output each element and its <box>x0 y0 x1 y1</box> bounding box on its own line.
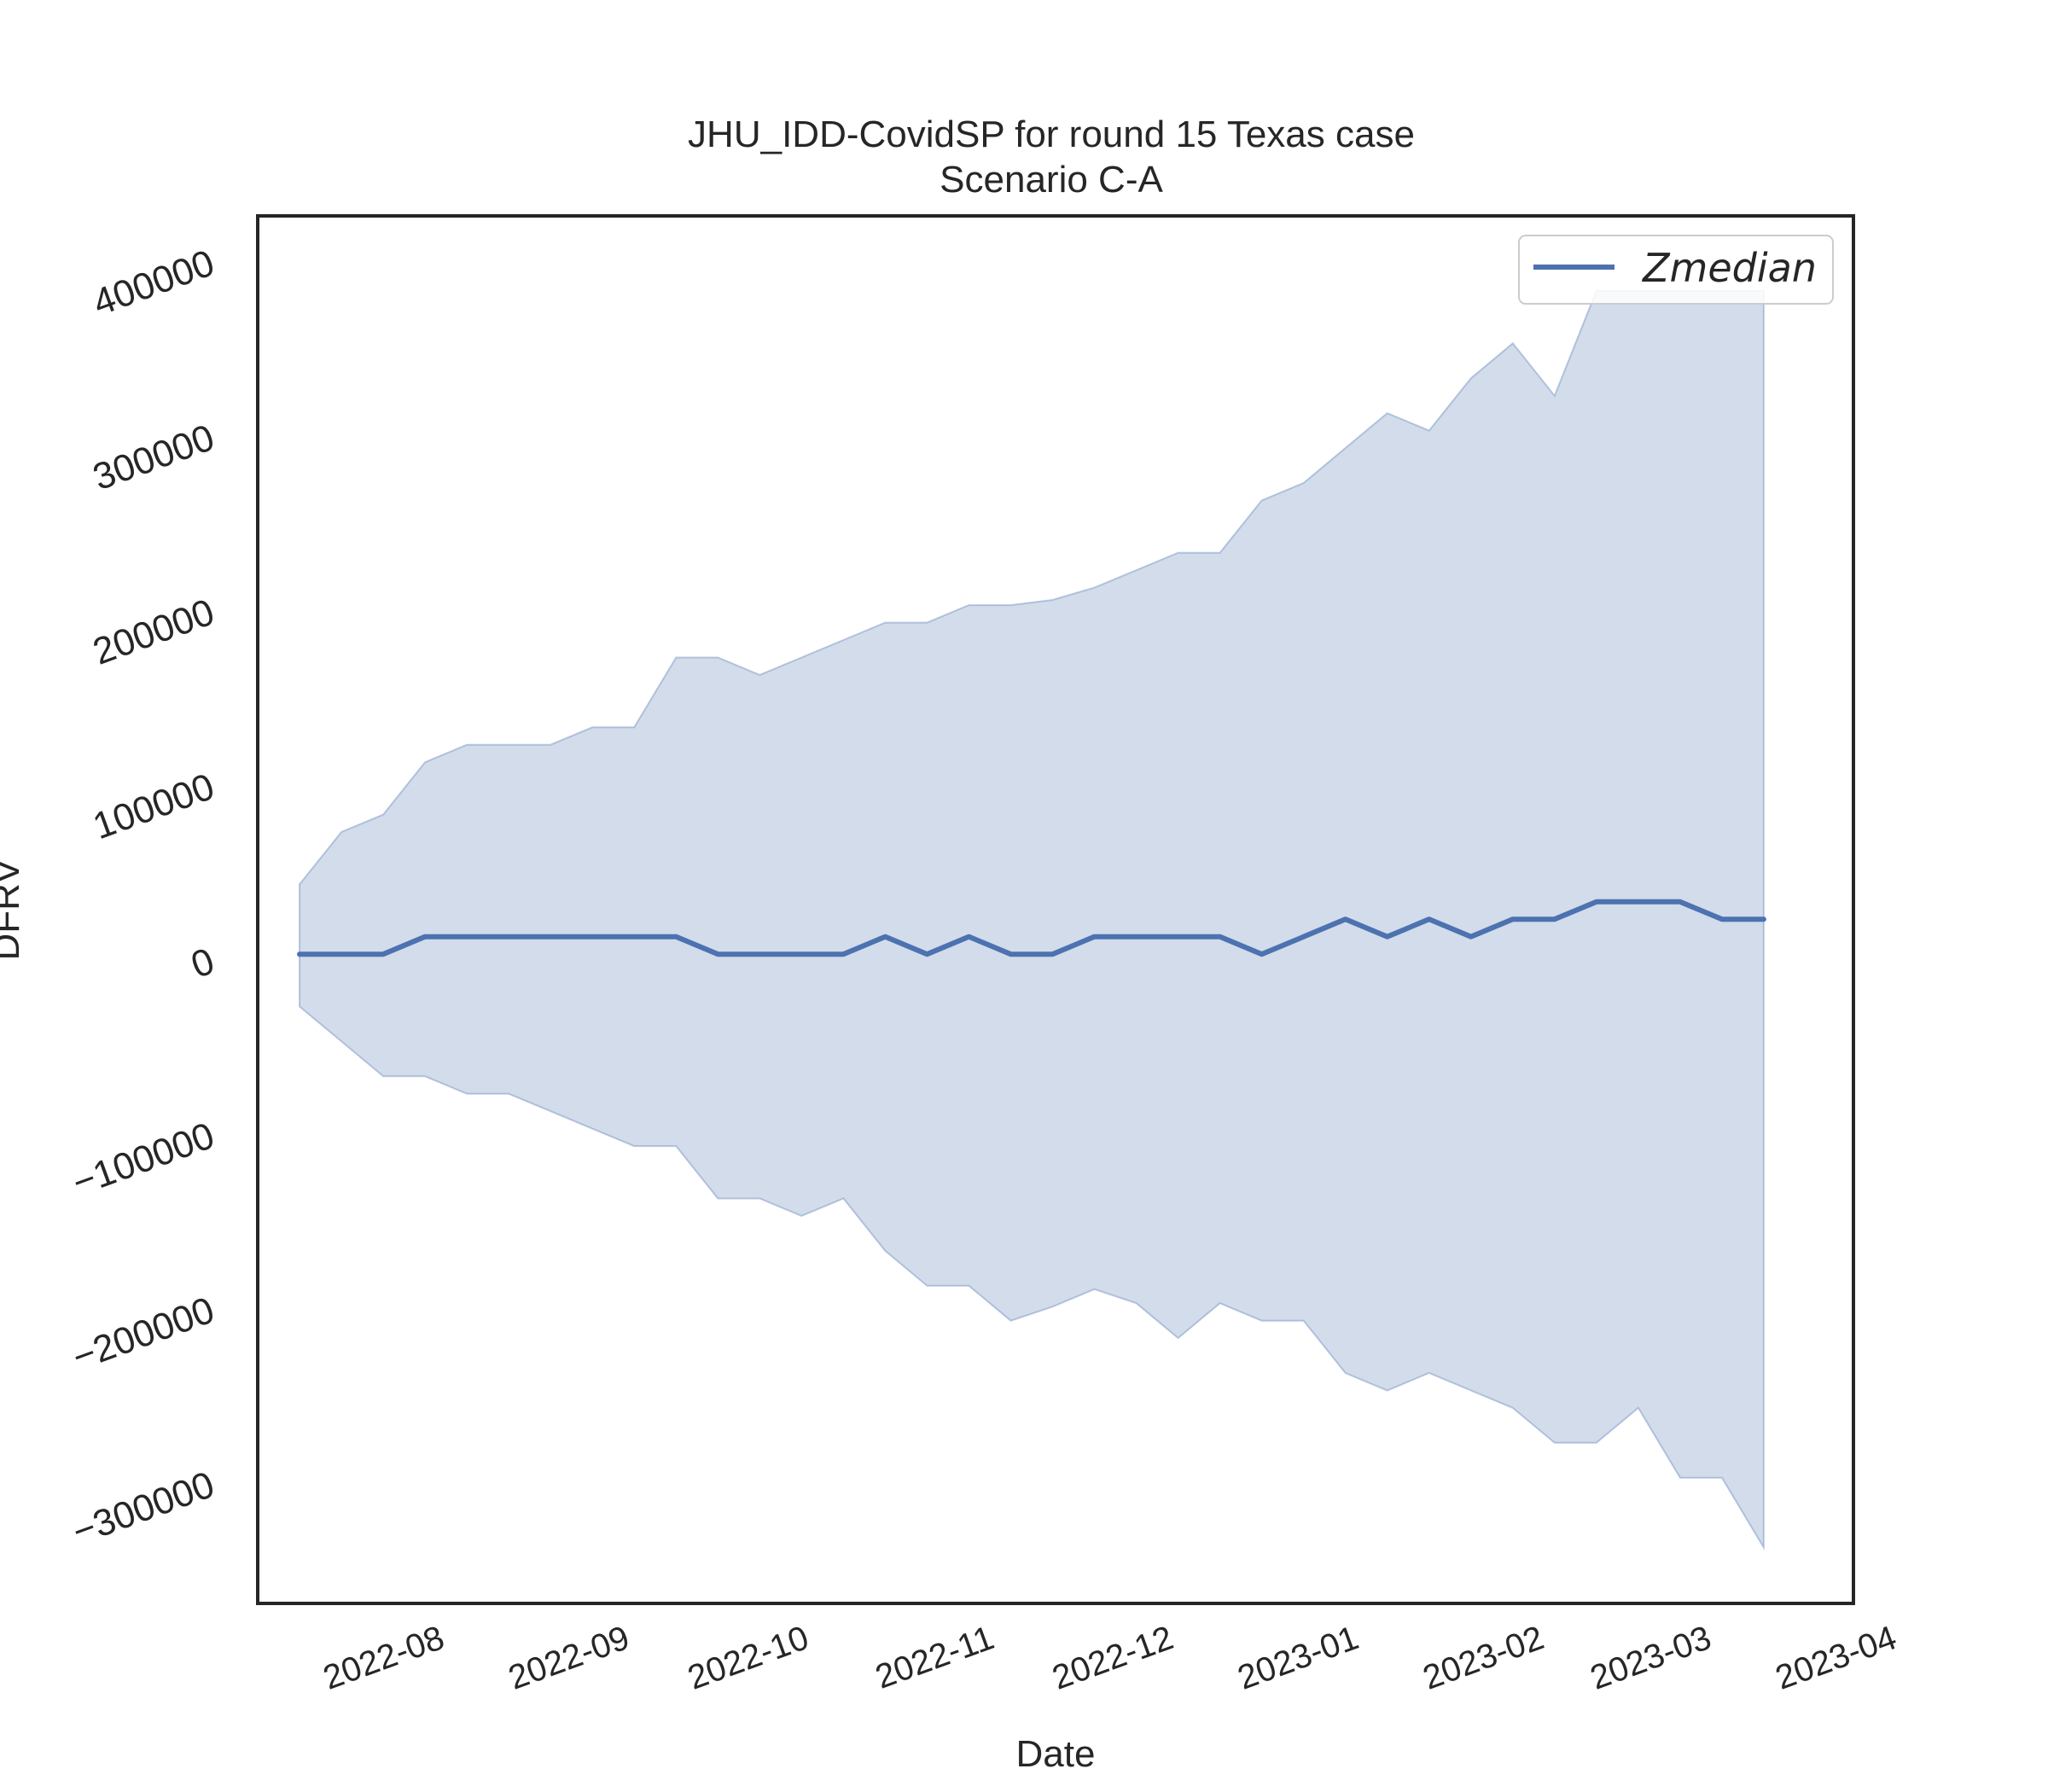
x-tick-label: 2022-08 <box>318 1619 449 1697</box>
y-tick-label: 0 <box>186 940 220 986</box>
x-tick-label: 2023-04 <box>1771 1619 1901 1697</box>
y-axis-ticks: 400000 300000 200000 100000 0 −100000 −200000 −… <box>67 241 220 1553</box>
y-tick-label: −300000 <box>67 1463 220 1553</box>
legend-entry-zmedian: Zmedian <box>1641 245 1817 291</box>
chart-subtitle: Scenario C-A <box>940 159 1163 201</box>
y-tick-label: 200000 <box>88 591 220 673</box>
x-tick-label: 2022-10 <box>683 1619 813 1697</box>
x-tick-label: 2023-01 <box>1233 1619 1364 1697</box>
y-tick-label: 400000 <box>88 241 220 323</box>
plot-area <box>297 289 1766 1551</box>
x-tick-label: 2022-09 <box>503 1619 634 1697</box>
uncertainty-band <box>299 289 1765 1551</box>
legend-box <box>1518 235 1834 305</box>
y-tick-label: −100000 <box>67 1114 220 1204</box>
y-tick-label: 300000 <box>88 416 220 498</box>
x-axis-ticks: 2022-08 2022-09 2022-10 2022-11 2022-12 2023-… <box>318 1619 1901 1697</box>
axes-frame <box>256 214 1855 1605</box>
y-tick-label: 100000 <box>88 765 220 847</box>
chart-title: JHU_IDD-CovidSP for round 15 Texas case <box>688 113 1415 155</box>
legend: Zmedian <box>1518 235 1834 305</box>
x-axis-label: Date <box>1016 1733 1096 1775</box>
y-tick-label: −200000 <box>67 1289 220 1379</box>
y-axis-label: DFRV <box>0 858 27 961</box>
x-tick-label: 2022-12 <box>1048 1619 1178 1697</box>
series-line-zmedian <box>297 899 1766 957</box>
x-tick-label: 2022-11 <box>870 1619 998 1696</box>
x-tick-label: 2023-03 <box>1585 1619 1716 1697</box>
x-tick-label: 2023-02 <box>1418 1619 1549 1697</box>
